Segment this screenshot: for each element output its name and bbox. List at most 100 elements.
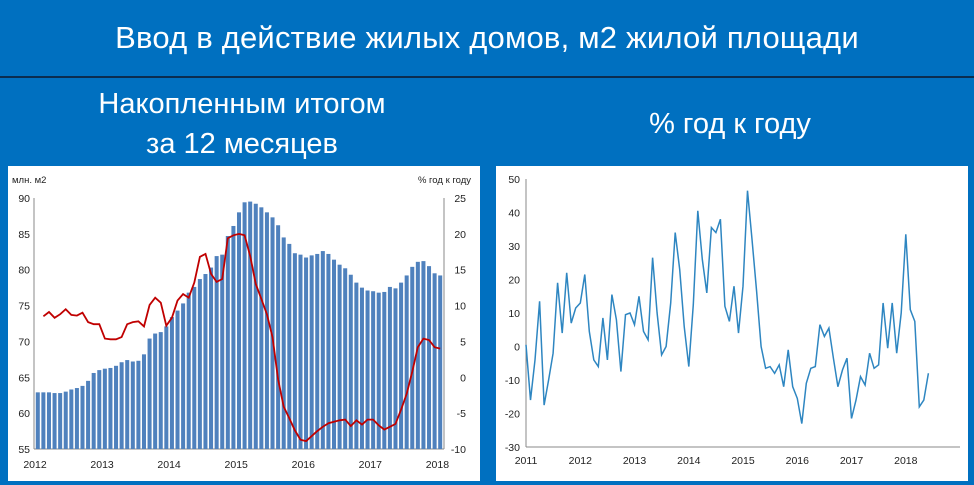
bar: [136, 360, 141, 449]
y-tick-label: 30: [508, 241, 520, 253]
bar: [192, 286, 197, 449]
y2-tick-label: 25: [454, 193, 466, 205]
bar: [393, 288, 398, 449]
bar: [415, 261, 420, 449]
bar: [52, 393, 57, 449]
page-title: Ввод в действие жилых домов, м2 жилой пл…: [115, 20, 859, 55]
bar: [236, 212, 242, 449]
bar: [343, 268, 348, 449]
y-tick-label: 90: [18, 193, 30, 205]
x-tick-label: 2017: [359, 459, 383, 471]
bar: [359, 287, 364, 449]
bar: [46, 392, 51, 449]
y-tick-label: -30: [505, 442, 520, 454]
y-tick-label: 50: [508, 174, 520, 186]
bar: [203, 274, 208, 449]
bar: [320, 251, 325, 449]
bar: [248, 201, 253, 449]
bar: [304, 257, 309, 449]
title-divider: [0, 76, 974, 78]
y-tick-label: 60: [18, 408, 30, 420]
y-tick-label: 20: [508, 275, 520, 287]
bar: [35, 392, 40, 449]
left-subtitle: Накопленным итогом за 12 месяцев: [30, 84, 454, 164]
y-tick-label: -20: [505, 409, 520, 421]
bar: [332, 259, 337, 449]
bar: [259, 207, 264, 449]
x-tick-label: 2014: [157, 459, 181, 471]
x-tick-label: 2014: [677, 455, 701, 467]
right-subtitle: % год к году: [649, 108, 811, 140]
x-tick-label: 2016: [292, 459, 316, 471]
bar: [264, 212, 269, 449]
bar: [58, 393, 63, 449]
bar: [292, 253, 297, 449]
bar: [102, 368, 107, 449]
bar: [231, 225, 236, 449]
bar: [270, 217, 275, 449]
bar: [141, 354, 146, 449]
y-axis-label: млн. м2: [12, 175, 46, 186]
bar: [337, 264, 342, 449]
bar: [108, 367, 113, 449]
bar: [63, 391, 68, 449]
left-subtitle-line2: за 12 месяцев: [146, 128, 338, 160]
bar: [181, 303, 186, 449]
y2-tick-label: 5: [460, 336, 466, 348]
bar: [97, 370, 102, 449]
bar: [220, 254, 225, 449]
x-tick-label: 2017: [840, 455, 864, 467]
y-tick-label: 85: [18, 229, 30, 241]
x-tick-label: 2012: [23, 459, 47, 471]
bar: [80, 385, 85, 449]
x-tick-label: 2013: [623, 455, 647, 467]
y-tick-label: 40: [508, 208, 520, 220]
bar: [158, 332, 163, 449]
bar: [175, 310, 180, 449]
bar: [309, 255, 314, 449]
y2-tick-label: 15: [454, 265, 466, 277]
bar: [153, 333, 158, 449]
bar: [315, 253, 320, 449]
bar: [376, 292, 381, 449]
y2-axis-label: % год к году: [418, 175, 471, 186]
bar: [421, 261, 426, 449]
y2-tick-label: 20: [454, 229, 466, 241]
yoy-series-line: [42, 232, 441, 443]
y-tick-label: -10: [505, 375, 520, 387]
bar: [276, 225, 281, 449]
y-tick-label: 55: [18, 444, 30, 456]
bar: [74, 388, 79, 449]
bar: [371, 291, 376, 449]
bar: [214, 256, 219, 449]
x-tick-label: 2016: [786, 455, 810, 467]
y-tick-label: 70: [18, 336, 30, 348]
bar: [298, 254, 303, 449]
bar: [130, 361, 135, 449]
bar: [209, 267, 214, 449]
bar: [41, 392, 46, 449]
bar: [164, 326, 169, 449]
bar: [197, 279, 202, 449]
x-tick-label: 2018: [894, 455, 918, 467]
bar: [147, 338, 152, 449]
cumulative-chart: млн. м2 % год к году 55 60 65 70 75 80 85 90 -10 -5…: [12, 175, 471, 471]
x-tick-label: 2011: [515, 455, 538, 467]
bar: [119, 362, 124, 449]
x-tick-label: 2015: [731, 455, 755, 467]
bar: [427, 266, 432, 449]
bar: [125, 360, 130, 449]
bar: [242, 202, 247, 449]
x-tick-label: 2015: [225, 459, 249, 471]
cumulative-chart-panel: млн. м2 % год к году 55 60 65 70 75 80 85 90 -10 -5…: [8, 166, 480, 481]
y-tick-label: 75: [18, 301, 30, 313]
yoy-chart: -30 -20 -10 0 10 20 30 40 50 2011 2012 2013 2014 2015…: [505, 174, 960, 467]
x-tick-label: 2012: [569, 455, 593, 467]
x-tick-label: 2013: [90, 459, 114, 471]
y-tick-label: 65: [18, 372, 30, 384]
bar: [69, 389, 74, 449]
bar: [382, 291, 387, 449]
bar: [225, 236, 230, 449]
bar: [432, 273, 437, 449]
bar: [399, 282, 404, 449]
